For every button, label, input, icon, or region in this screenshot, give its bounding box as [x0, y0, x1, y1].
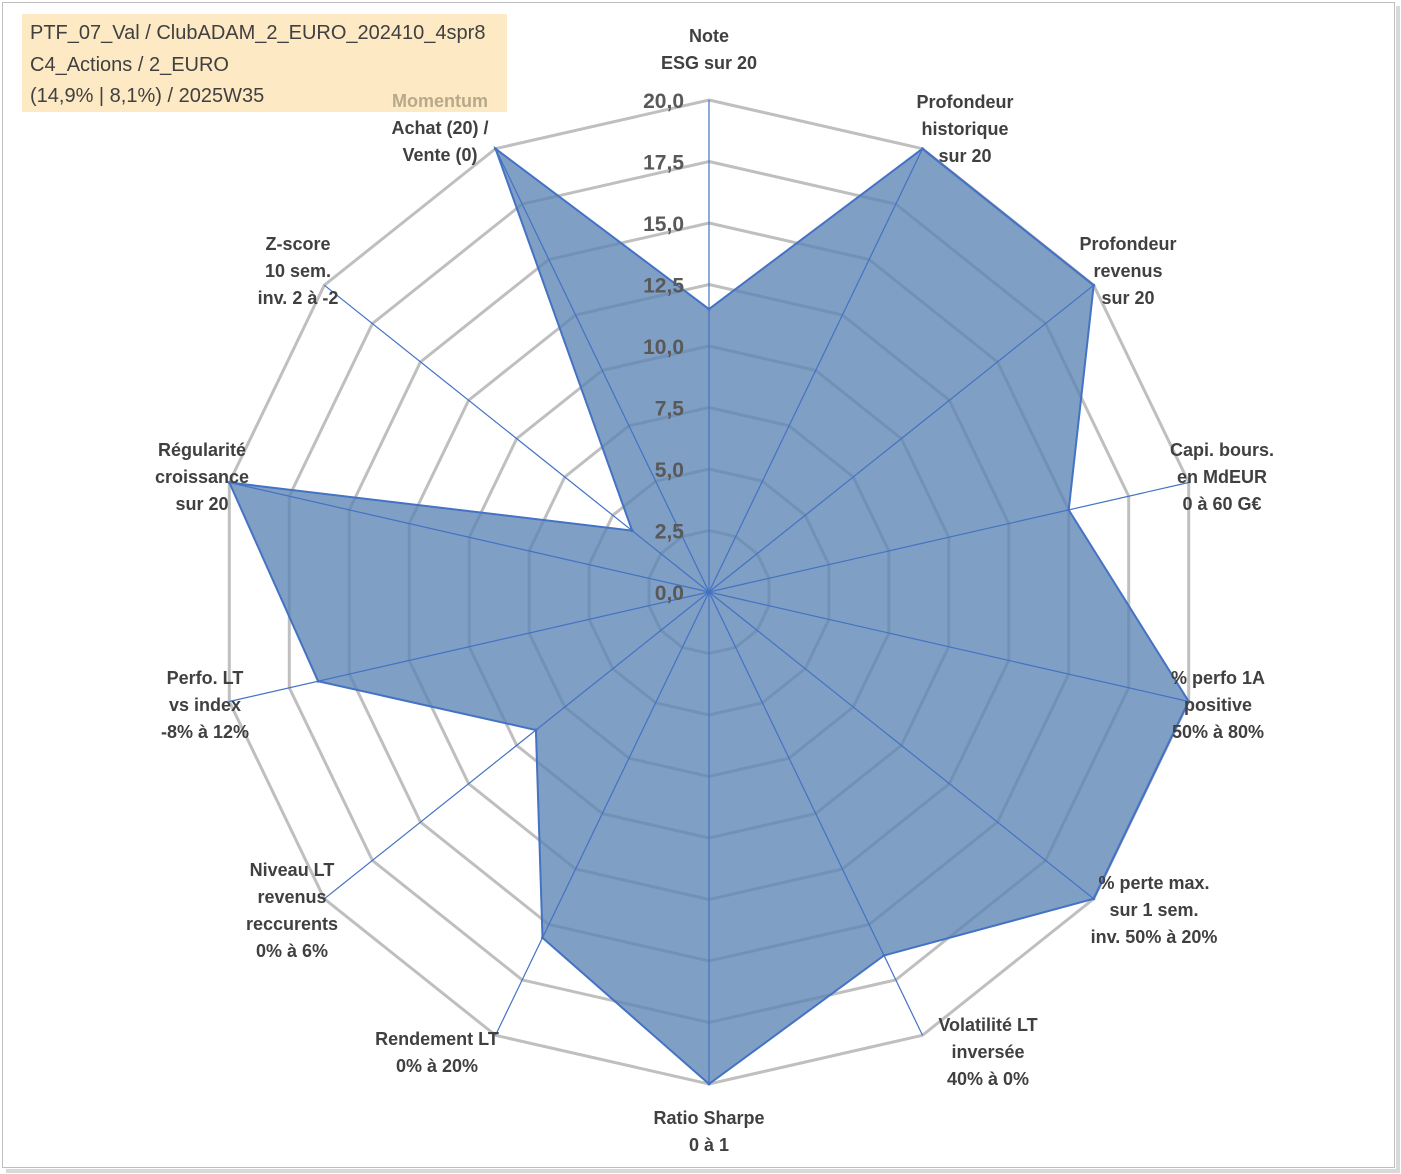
- axis-label-5: 50% à 80%: [1172, 722, 1264, 742]
- spoke-12: [229, 481, 710, 593]
- axis-label-3: sur 20: [1101, 288, 1154, 308]
- frame-shadow-right: [1396, 6, 1400, 1172]
- spoke-2: [708, 148, 924, 593]
- spoke-6: [708, 591, 1095, 900]
- tick-label: 7,5: [655, 398, 685, 421]
- axis-label-7: Volatilité LT: [938, 1015, 1037, 1035]
- spoke-10: [323, 591, 710, 900]
- spoke-9: [494, 591, 710, 1036]
- axis-label-1: ESG sur 20: [661, 53, 757, 73]
- axis-label-14: Momentum: [392, 91, 488, 111]
- spoke-4: [708, 481, 1189, 593]
- axis-label-2: Profondeur: [917, 92, 1014, 112]
- radar-axis-labels: Note ESG sur 20 Profondeur historique sur 20…: [155, 26, 1274, 1155]
- axis-label-11: Perfo. LT: [167, 668, 244, 688]
- portfolio-info-box: PTF_07_Val / ClubADAM_2_EURO_202410_4spr…: [22, 14, 507, 112]
- portfolio-name: PTF_07_Val / ClubADAM_2_EURO_202410_4spr…: [30, 22, 486, 44]
- radar-spokes: [229, 100, 1189, 1084]
- axis-label-1: Note: [689, 26, 729, 46]
- axis-label-12: sur 20: [175, 494, 228, 514]
- axis-label-8: 0 à 1: [689, 1135, 729, 1155]
- axis-label-10: revenus: [257, 887, 326, 907]
- tick-label: 15,0: [643, 213, 684, 236]
- axis-label-14: Achat (20) /: [391, 118, 488, 138]
- spoke-11: [229, 591, 710, 703]
- spoke-13: [323, 284, 710, 593]
- axis-label-5: positive: [1184, 695, 1252, 715]
- axis-label-9: Rendement LT: [375, 1029, 499, 1049]
- frame-shadow-bottom: [6, 1169, 1400, 1173]
- axis-label-2: historique: [921, 119, 1008, 139]
- axis-label-6: sur 1 sem.: [1109, 900, 1198, 920]
- axis-label-11: vs index: [169, 695, 241, 715]
- axis-label-12: croissance: [155, 467, 249, 487]
- axis-label-3: Profondeur: [1080, 234, 1177, 254]
- axis-label-6: % perte max.: [1098, 873, 1209, 893]
- tick-label: 20,0: [643, 90, 684, 113]
- axis-label-12: Régularité: [158, 440, 246, 460]
- tick-label: 10,0: [643, 336, 684, 359]
- spoke-5: [708, 591, 1189, 703]
- axis-label-4: Capi. bours.: [1170, 440, 1274, 460]
- axis-label-4: en MdEUR: [1177, 467, 1267, 487]
- axis-label-10: reccurents: [246, 914, 338, 934]
- axis-label-8: Ratio Sharpe: [653, 1108, 764, 1128]
- tick-label: 12,5: [643, 275, 684, 298]
- axis-label-3: revenus: [1093, 261, 1162, 281]
- tick-label: 5,0: [655, 459, 684, 482]
- tick-label: 17,5: [643, 152, 684, 175]
- portfolio-performance: (14,9% | 8,1%) / 2025W35: [30, 85, 265, 107]
- axis-label-7: inversée: [951, 1042, 1024, 1062]
- spoke-3: [708, 284, 1095, 593]
- axis-label-2: sur 20: [938, 146, 991, 166]
- tick-label: 0,0: [655, 582, 684, 605]
- axis-label-5: % perfo 1A: [1171, 668, 1265, 688]
- axis-label-6: inv. 50% à 20%: [1091, 927, 1218, 947]
- spoke-14: [494, 148, 710, 593]
- radar-tick-labels: 0,0 2,5 5,0 7,5 10,0 12,5 15,0 17,5 20,0: [643, 90, 684, 605]
- axis-label-9: 0% à 20%: [396, 1056, 478, 1076]
- axis-label-4: 0 à 60 G€: [1182, 494, 1261, 514]
- axis-label-13: 10 sem.: [265, 261, 331, 281]
- axis-label-13: Z-score: [265, 234, 330, 254]
- axis-label-13: inv. 2 à -2: [258, 288, 339, 308]
- portfolio-category: C4_Actions / 2_EURO: [30, 54, 229, 76]
- tick-label: 2,5: [655, 521, 685, 544]
- axis-label-10: 0% à 6%: [256, 941, 328, 961]
- spoke-7: [708, 591, 924, 1036]
- axis-label-7: 40% à 0%: [947, 1069, 1029, 1089]
- axis-label-14: Vente (0): [402, 145, 477, 165]
- axis-label-10: Niveau LT: [250, 860, 335, 880]
- axis-label-11: -8% à 12%: [161, 722, 249, 742]
